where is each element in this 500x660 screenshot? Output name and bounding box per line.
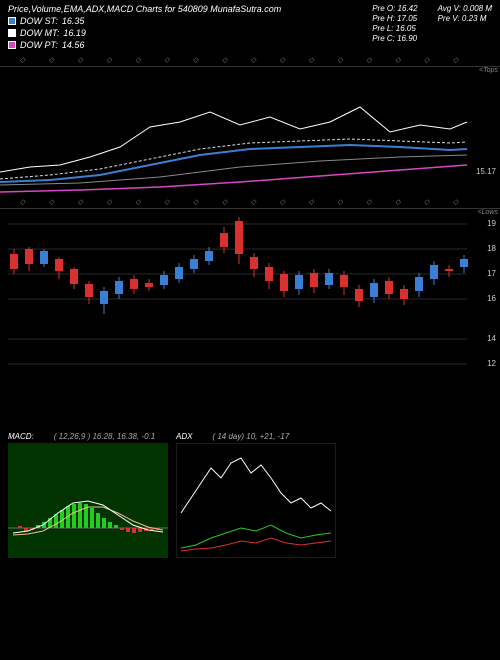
macd-panel: MACD:( 12,26,9 ) 16.28, 16.38, -0.1 — [8, 432, 168, 562]
ohlc-col: Pre O: 16.42 Pre H: 17.05 Pre L: 16.05 P… — [372, 4, 417, 50]
swatch-mt — [8, 29, 16, 37]
chart-header: Price,Volume,EMA,ADX,MACD Charts for 540… — [0, 0, 500, 54]
vol-col: Avg V: 0.008 M Pre V: 0.23 M — [438, 4, 492, 50]
swatch-st — [8, 17, 16, 25]
top-markers: ◇◇◇◇◇◇◇◇◇◇◇◇◇◇◇◇ — [0, 54, 500, 66]
candle-svg — [0, 209, 492, 369]
indicator-mt: DOW MT: 16.19 — [8, 28, 281, 38]
top-corner: <Tops — [479, 67, 498, 74]
value-mt: 16.19 — [63, 28, 86, 38]
value-st: 16.35 — [62, 16, 85, 26]
mid-markers: ◇◇◇◇◇◇◇◇◇◇◇◇◇◇◇◇ — [0, 196, 500, 208]
pre-v: Pre V: 0.23 M — [438, 14, 492, 23]
macd-svg — [8, 443, 168, 558]
chart-title: Price,Volume,EMA,ADX,MACD Charts for 540… — [8, 4, 281, 14]
adx-svg — [176, 443, 336, 558]
swatch-pt — [8, 41, 16, 49]
candle-panel: <Lows 191817161412 — [0, 208, 500, 368]
indicator-pt: DOW PT: 14.56 — [8, 40, 281, 50]
label-pt: DOW PT: — [20, 40, 58, 50]
candle-corner: <Lows — [478, 209, 498, 216]
avg-v: Avg V: 0.008 M — [438, 4, 492, 13]
macd-label: MACD:( 12,26,9 ) 16.28, 16.38, -0.1 — [8, 432, 168, 441]
ema-svg — [0, 67, 492, 197]
label-st: DOW ST: — [20, 16, 58, 26]
indicator-st: DOW ST: 16.35 — [8, 16, 281, 26]
label-mt: DOW MT: — [20, 28, 59, 38]
pre-o: Pre O: 16.42 — [372, 4, 417, 13]
right-info-block: Pre O: 16.42 Pre H: 17.05 Pre L: 16.05 P… — [372, 4, 492, 50]
ema-panel: <Tops 15.17 — [0, 66, 500, 196]
lower-panels: MACD:( 12,26,9 ) 16.28, 16.38, -0.1 ADX(… — [0, 428, 500, 566]
adx-panel: ADX( 14 day) 10, +21, -17 — [176, 432, 336, 562]
adx-label: ADX( 14 day) 10, +21, -17 — [176, 432, 336, 441]
spacer — [0, 368, 500, 428]
value-pt: 14.56 — [62, 40, 85, 50]
left-info-block: Price,Volume,EMA,ADX,MACD Charts for 540… — [8, 4, 281, 50]
pre-h: Pre H: 17.05 — [372, 14, 417, 23]
pre-l: Pre L: 16.05 — [372, 24, 417, 33]
pre-c: Pre C: 16.90 — [372, 34, 417, 43]
